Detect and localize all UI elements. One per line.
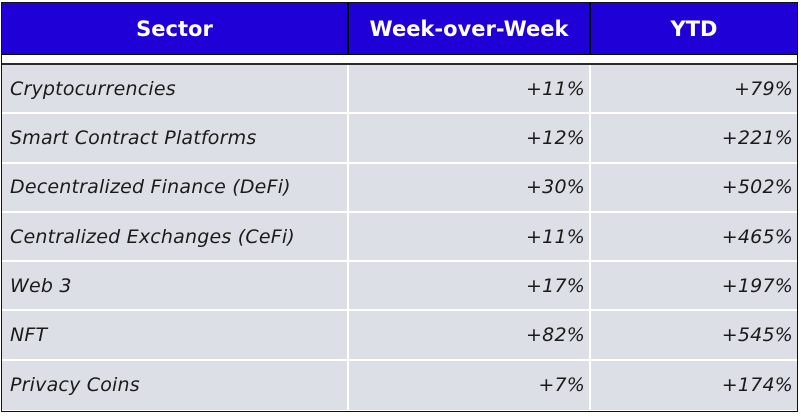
- table-row: Centralized Exchanges (CeFi) +11% +465%: [2, 212, 797, 263]
- ytd-cell: +545%: [721, 324, 793, 347]
- header-ytd: YTD: [670, 16, 718, 41]
- wow-cell: +11%: [349, 65, 591, 113]
- sector-cell: NFT: [2, 311, 349, 359]
- ytd-cell: +197%: [721, 274, 793, 297]
- wow-cell: +17%: [349, 262, 591, 310]
- table-row: Decentralized Finance (DeFi) +30% +502%: [2, 163, 797, 213]
- table-body: Cryptocurrencies +11% +79% Smart Contrac…: [2, 65, 797, 411]
- table-row: NFT +82% +545%: [2, 311, 797, 361]
- wow-cell: +30%: [349, 163, 591, 211]
- sector-cell: Centralized Exchanges (CeFi): [2, 212, 349, 261]
- ytd-cell: +465%: [721, 225, 793, 248]
- table-row: Smart Contract Platforms +12% +221%: [2, 114, 797, 164]
- table-header-row: Sector Week-over-Week YTD: [2, 3, 797, 55]
- wow-cell: +7%: [349, 360, 591, 411]
- header-week-over-week: Week-over-Week: [349, 3, 591, 54]
- header-divider: [2, 55, 797, 65]
- wow-cell: +11%: [349, 212, 591, 261]
- sector-cell: Web 3: [2, 262, 349, 310]
- ytd-cell: +221%: [721, 126, 793, 149]
- sector-cell: Decentralized Finance (DeFi): [2, 163, 349, 211]
- sector-cell: Smart Contract Platforms: [2, 114, 349, 162]
- wow-cell: +82%: [349, 311, 591, 359]
- sector-cell: Privacy Coins: [2, 360, 349, 411]
- ytd-cell: +174%: [721, 374, 793, 397]
- sector-cell: Cryptocurrencies: [2, 65, 349, 113]
- ytd-cell: +502%: [721, 176, 793, 199]
- table-row: Cryptocurrencies +11% +79%: [2, 65, 797, 115]
- table-row: Web 3 +17% +197%: [2, 262, 797, 312]
- table-row: Privacy Coins +7% +174%: [2, 360, 797, 411]
- header-sector: Sector: [2, 3, 349, 54]
- ytd-cell: +79%: [734, 77, 793, 100]
- wow-cell: +12%: [349, 114, 591, 162]
